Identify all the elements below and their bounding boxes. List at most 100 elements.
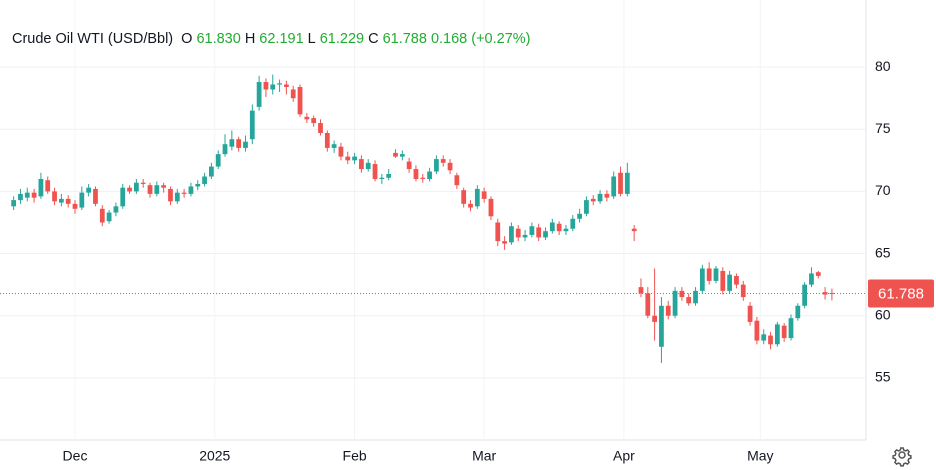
candle-body xyxy=(802,284,808,306)
candle-body xyxy=(263,82,269,90)
candle-body xyxy=(795,305,801,319)
candle-body xyxy=(215,154,221,167)
candle-body xyxy=(529,226,535,235)
candle-body xyxy=(522,234,528,238)
candle-body xyxy=(79,192,85,208)
candle-body xyxy=(754,320,760,341)
candle-body xyxy=(461,190,467,204)
candle-body xyxy=(693,290,698,304)
candle-body xyxy=(406,161,412,170)
candle-body xyxy=(815,272,821,276)
field-value: 62.191 xyxy=(259,31,304,47)
candle-body xyxy=(474,188,480,207)
field-value: 61.830 xyxy=(196,31,241,47)
candle-body xyxy=(809,273,814,285)
candle-body xyxy=(399,154,405,157)
candle-body xyxy=(386,174,392,178)
candle-body xyxy=(468,203,473,208)
gear xyxy=(892,447,912,467)
candle-body xyxy=(611,176,617,197)
y-tick-label: 65 xyxy=(875,244,891,260)
candle-body xyxy=(127,187,132,192)
candle-body xyxy=(686,297,692,304)
candle-body xyxy=(18,193,23,201)
legend: Crude Oil WTI (USD/Bbl) O 61.830 H 62.191 L 6… xyxy=(12,31,534,47)
candle-body xyxy=(277,83,282,85)
candle-body xyxy=(86,187,92,193)
candle-body xyxy=(202,176,207,184)
last-price-box xyxy=(868,279,934,308)
candle-body xyxy=(665,305,671,316)
gear-center xyxy=(898,451,906,459)
field-key: O xyxy=(181,31,193,47)
candle-body xyxy=(311,118,317,124)
candle-body xyxy=(222,144,228,155)
candle-body xyxy=(645,293,651,316)
candle-body xyxy=(345,156,351,161)
candle-body xyxy=(659,305,664,347)
candle-body xyxy=(761,334,767,341)
candle-body xyxy=(549,222,555,232)
candle-body xyxy=(481,191,487,199)
candle-body xyxy=(672,290,678,316)
candle-body xyxy=(699,268,705,291)
candle-body xyxy=(133,182,139,192)
candle-body xyxy=(788,318,794,339)
candle-body xyxy=(706,268,712,281)
field-value: 61.229 xyxy=(319,31,365,47)
candle-body xyxy=(249,110,255,140)
candle-body xyxy=(331,144,337,148)
candle-body xyxy=(720,270,726,291)
candle-body xyxy=(434,159,439,172)
candle-body xyxy=(270,84,276,90)
candle-body xyxy=(24,192,30,198)
candle-body xyxy=(652,315,658,322)
candle-body xyxy=(195,183,201,187)
candle-body xyxy=(502,241,507,244)
candle-body xyxy=(168,188,173,202)
candle-body xyxy=(161,185,167,188)
candle-body xyxy=(188,186,194,194)
candle-body xyxy=(304,116,310,120)
settings-icon[interactable] xyxy=(892,447,912,467)
candle-body xyxy=(318,123,323,133)
candle-body xyxy=(556,223,562,232)
candle-body xyxy=(774,324,780,345)
candle-body xyxy=(543,231,548,238)
candle-body xyxy=(740,284,746,298)
candle-body xyxy=(72,203,78,209)
candle-body xyxy=(338,146,344,157)
candle-body xyxy=(734,275,739,285)
candle-body xyxy=(768,335,773,345)
candle-body xyxy=(488,198,494,217)
candle-body xyxy=(147,185,153,194)
candle-body xyxy=(495,222,501,242)
candle-body xyxy=(379,177,385,179)
candle-body xyxy=(208,166,214,177)
candle-body xyxy=(713,268,719,281)
candle-body xyxy=(11,200,17,207)
field-value: 61.788 xyxy=(382,31,427,47)
candle-body xyxy=(154,185,160,194)
candle-body xyxy=(577,213,582,219)
x-tick-label: Feb xyxy=(343,448,367,464)
candle-body xyxy=(638,287,644,294)
candle-body xyxy=(413,169,419,179)
candle-body xyxy=(447,162,453,171)
candle-body xyxy=(747,305,753,322)
candle-body xyxy=(359,159,364,170)
last-price-label: 61.788 xyxy=(878,285,924,302)
candle-body xyxy=(727,274,733,291)
x-tick-label: Mar xyxy=(472,448,496,464)
candle-body xyxy=(420,177,426,179)
candle-body xyxy=(440,159,446,163)
y-tick-label: 70 xyxy=(875,182,891,198)
candle-body xyxy=(427,171,432,179)
candle-body xyxy=(563,228,569,232)
x-tick-label: Apr xyxy=(613,448,635,464)
candle-body xyxy=(256,82,262,107)
candle-body xyxy=(236,139,242,148)
candle-body xyxy=(352,156,357,161)
